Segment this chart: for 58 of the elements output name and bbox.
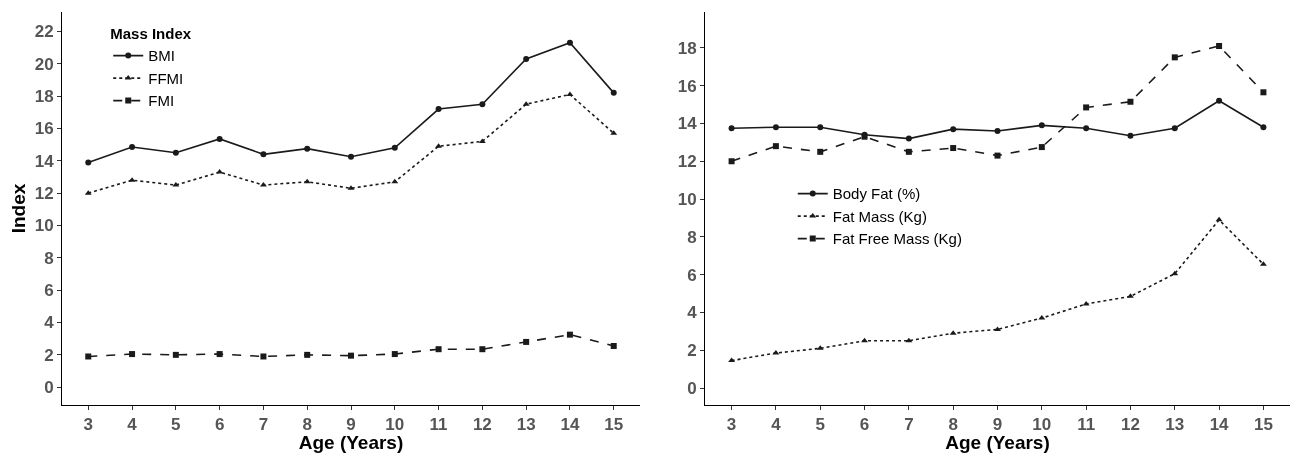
x-tick-label: 15 bbox=[604, 415, 624, 435]
legend-label: BMI bbox=[148, 47, 175, 65]
x-axis-title: Age (Years) bbox=[945, 432, 1050, 453]
y-tick-label: 10 bbox=[677, 190, 697, 209]
x-axis-title: Age (Years) bbox=[298, 432, 404, 453]
x-tick-label: 9 bbox=[992, 415, 1003, 435]
y-tick-label: 16 bbox=[677, 76, 697, 96]
x-tick-label: 14 bbox=[1209, 415, 1230, 435]
x-tick-label: 10 bbox=[1032, 415, 1052, 435]
y-tick-label: 6 bbox=[687, 265, 697, 285]
legend-label: FMI bbox=[148, 92, 175, 110]
legend-label: Fat Free Mass (Kg) bbox=[832, 230, 962, 248]
x-tick-label: 3 bbox=[83, 415, 93, 435]
y-tick-label: 2 bbox=[687, 341, 697, 361]
x-tick-label: 7 bbox=[904, 415, 914, 435]
x-tick-label: 12 bbox=[472, 415, 492, 435]
y-tick-label: 10 bbox=[34, 216, 54, 236]
x-tick-label: 13 bbox=[1165, 415, 1185, 435]
x-tick-label: 3 bbox=[726, 415, 737, 435]
x-tick-label: 6 bbox=[859, 415, 870, 435]
x-tick-label: 11 bbox=[429, 415, 448, 435]
x-tick-label: 8 bbox=[302, 415, 312, 435]
y-tick-label: 4 bbox=[687, 303, 698, 323]
x-tick-label: 14 bbox=[560, 415, 580, 435]
legend-label: Fat Mass (Kg) bbox=[832, 207, 927, 225]
y-tick-label: 12 bbox=[34, 184, 54, 204]
y-tick-label: 14 bbox=[677, 114, 698, 134]
y-tick-label: 4 bbox=[44, 313, 55, 333]
y-tick-label: 0 bbox=[687, 378, 697, 398]
x-tick-label: 5 bbox=[171, 415, 181, 435]
x-tick-label: 10 bbox=[385, 415, 405, 435]
x-tick-label: 15 bbox=[1253, 415, 1273, 435]
y-tick-label: 14 bbox=[34, 151, 55, 171]
x-tick-label: 5 bbox=[815, 415, 825, 435]
y-tick-label: 8 bbox=[44, 248, 54, 268]
y-tick-label: 16 bbox=[34, 119, 54, 139]
x-tick-label: 12 bbox=[1120, 415, 1140, 435]
y-tick-label: 18 bbox=[34, 87, 54, 107]
y-axis-title: Index bbox=[7, 183, 29, 234]
y-tick-label: 6 bbox=[44, 281, 54, 301]
y-tick-label: 2 bbox=[44, 345, 54, 365]
legend-label: FFMI bbox=[148, 69, 184, 87]
x-tick-label: 13 bbox=[516, 415, 536, 435]
y-tick-label: 18 bbox=[677, 38, 697, 58]
y-tick-label: 0 bbox=[44, 378, 54, 398]
y-tick-label: 8 bbox=[687, 227, 697, 247]
x-tick-label: 4 bbox=[771, 415, 782, 435]
y-tick-label: 22 bbox=[34, 22, 54, 42]
legend-label: Body Fat (%) bbox=[832, 185, 921, 203]
y-tick-label: 12 bbox=[677, 152, 697, 172]
y-tick-label: 20 bbox=[34, 54, 54, 74]
legend-title: Mass Index bbox=[110, 25, 192, 43]
x-tick-label: 7 bbox=[258, 415, 269, 435]
x-tick-label: 6 bbox=[214, 415, 225, 435]
x-tick-label: 4 bbox=[127, 415, 138, 435]
x-tick-label: 8 bbox=[948, 415, 958, 435]
x-tick-label: 11 bbox=[1077, 415, 1096, 435]
x-tick-label: 9 bbox=[346, 415, 356, 435]
